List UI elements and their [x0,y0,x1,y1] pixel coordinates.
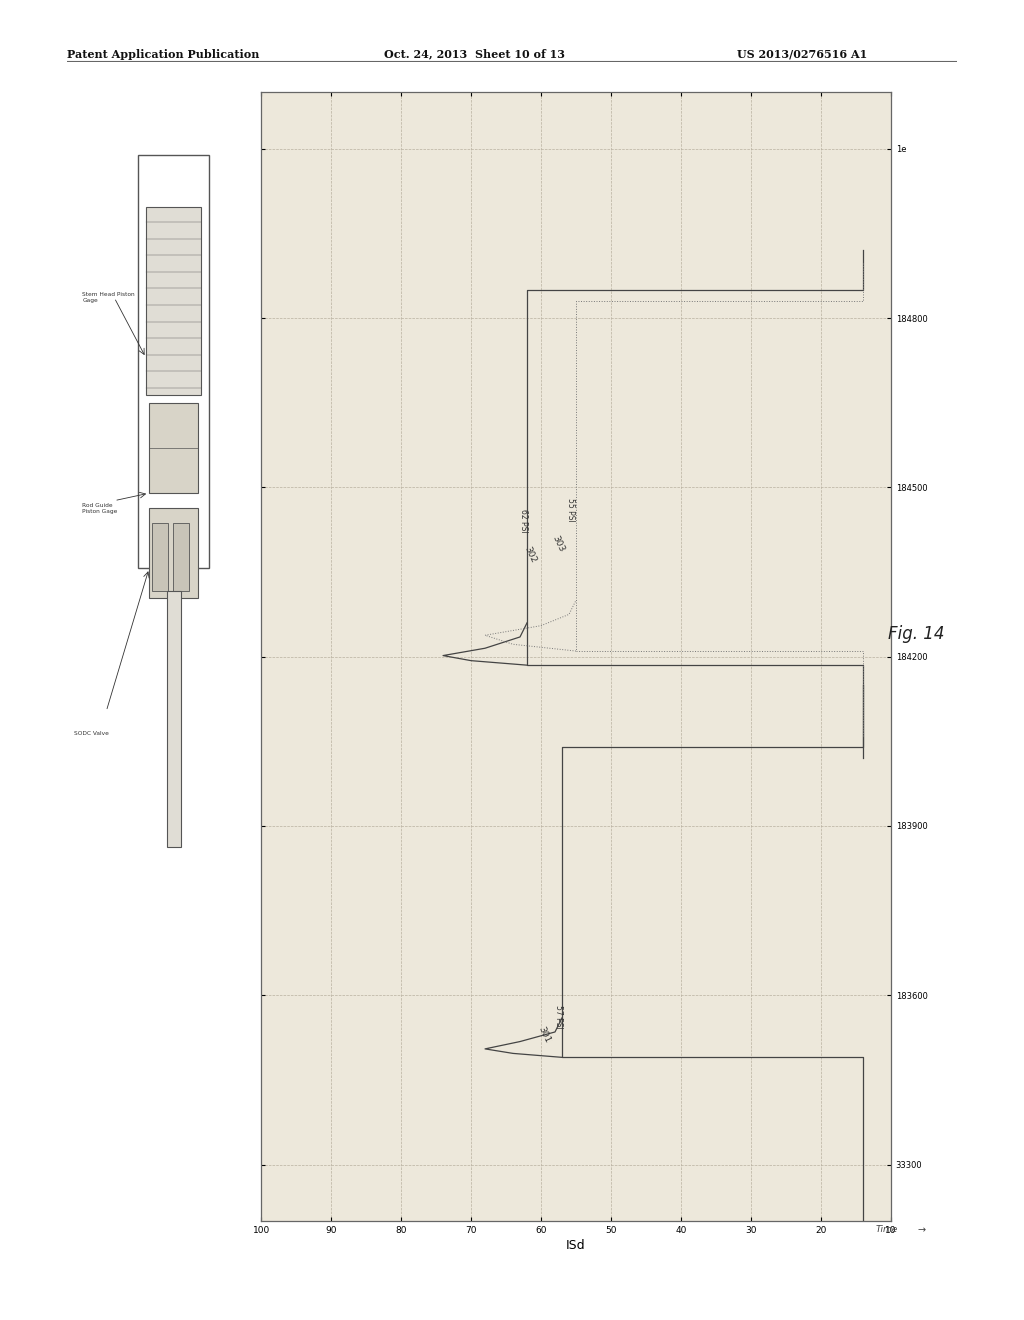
Text: Time: Time [876,1225,898,1234]
Text: 302: 302 [523,545,539,565]
Text: Stem Head Piston
Gage: Stem Head Piston Gage [82,292,135,302]
Bar [153,523,168,591]
Bar [150,403,199,494]
Text: US 2013/0276516 A1: US 2013/0276516 A1 [737,49,867,59]
Text: Oct. 24, 2013  Sheet 10 of 13: Oct. 24, 2013 Sheet 10 of 13 [384,49,565,59]
Text: 303: 303 [551,535,566,553]
Text: Fig. 14: Fig. 14 [888,624,945,643]
Text: Rod Guide
Piston Gage: Rod Guide Piston Gage [82,503,118,513]
Bar [146,207,202,396]
Text: Patent Application Publication: Patent Application Publication [67,49,259,59]
X-axis label: ISd: ISd [566,1239,586,1253]
Text: →: → [918,1225,926,1236]
Bar [173,523,188,591]
Bar [138,154,210,569]
Text: 62 PSI: 62 PSI [519,510,528,532]
Bar [150,508,199,598]
Text: 55 PSI: 55 PSI [566,498,574,521]
Bar [167,591,181,847]
Text: 57 PSI: 57 PSI [554,1006,563,1030]
Text: 301: 301 [537,1026,552,1044]
Text: SODC Valve: SODC Valve [75,731,110,737]
